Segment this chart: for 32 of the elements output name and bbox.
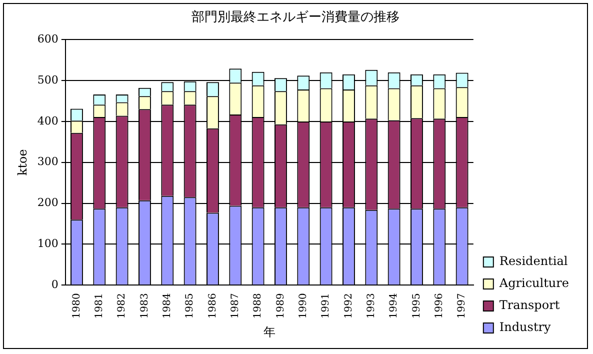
x-tick-label: 1983 xyxy=(139,293,150,319)
x-tick-label: 1984 xyxy=(162,293,173,319)
x-tick-label: 1992 xyxy=(343,293,354,319)
x-tick-label: 1997 xyxy=(456,293,468,319)
legend-label: Residential xyxy=(499,254,568,268)
x-axis-title: 年 xyxy=(263,324,276,339)
y-tick-label: 0 xyxy=(51,278,58,292)
x-tick-label: 1996 xyxy=(434,293,445,319)
y-tick-label: 100 xyxy=(37,237,58,250)
x-tick-label: 1987 xyxy=(230,293,241,319)
x-tick-label: 1982 xyxy=(116,293,128,319)
x-tick-label: 1990 xyxy=(298,293,309,319)
x-tick-label: 1989 xyxy=(275,293,286,319)
x-tick-label: 1994 xyxy=(388,293,400,319)
legend-label: Industry xyxy=(499,320,551,334)
y-tick-label: 400 xyxy=(37,114,58,128)
y-tick-label: 600 xyxy=(37,32,58,46)
legend-label: Transport xyxy=(499,298,560,312)
y-tick-label: 300 xyxy=(37,155,58,168)
x-tick-label: 1980 xyxy=(71,293,82,319)
y-axis-title: ktoe xyxy=(15,149,30,176)
x-tick-label: 1986 xyxy=(207,293,218,319)
x-tick-label: 1995 xyxy=(411,293,422,319)
x-tick-label: 1988 xyxy=(252,293,264,319)
y-tick-label: 200 xyxy=(37,196,58,210)
x-tick-label: 1993 xyxy=(366,293,377,319)
y-tick-label: 500 xyxy=(37,73,58,86)
x-tick-label: 1985 xyxy=(184,293,196,319)
x-tick-label: 1981 xyxy=(94,293,105,319)
x-tick-label: 1991 xyxy=(320,293,332,319)
legend-label: Agriculture xyxy=(498,276,570,290)
chart-title: 部門別最終エネルギー消費量の推移 xyxy=(192,10,400,26)
